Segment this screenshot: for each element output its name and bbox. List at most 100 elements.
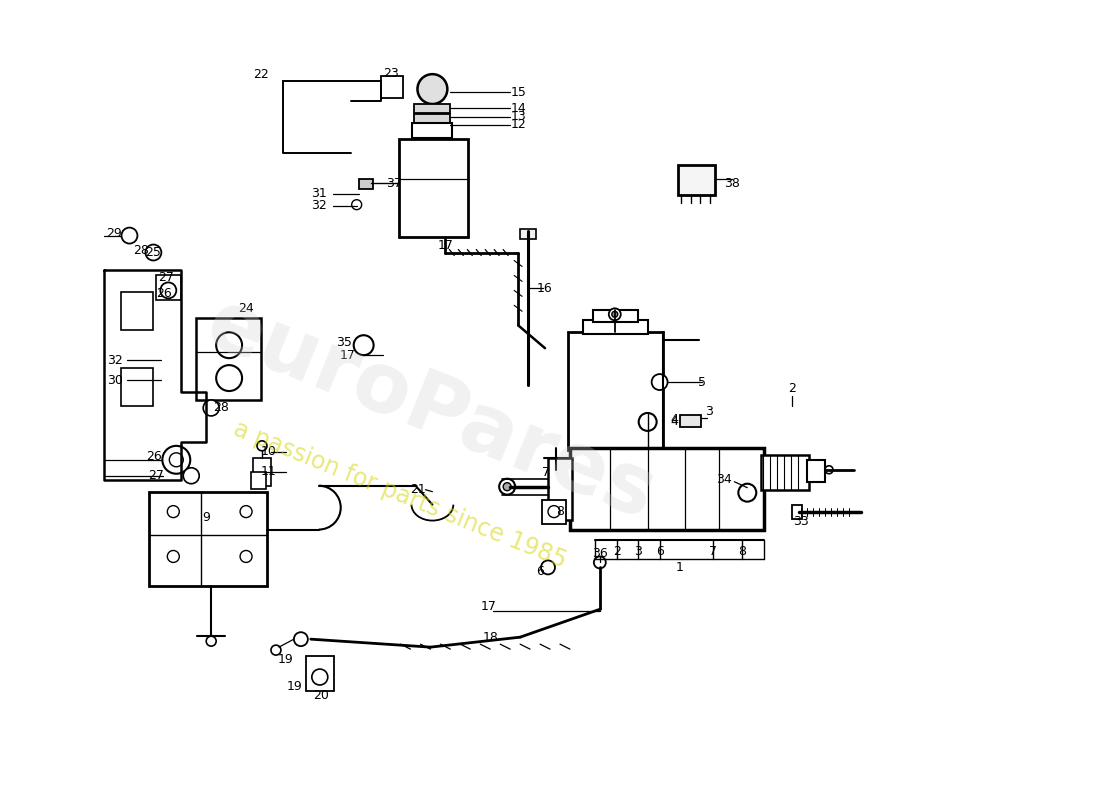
Circle shape <box>167 550 179 562</box>
Bar <box>520 229 536 238</box>
Text: 24: 24 <box>239 302 254 315</box>
Text: 34: 34 <box>716 474 733 486</box>
Bar <box>415 114 450 123</box>
Text: 8: 8 <box>556 505 564 518</box>
Text: 19: 19 <box>278 653 294 666</box>
Text: 4: 4 <box>671 415 679 429</box>
Bar <box>792 505 802 518</box>
Circle shape <box>503 482 512 490</box>
Bar <box>415 104 450 113</box>
Circle shape <box>240 550 252 562</box>
Bar <box>807 460 825 482</box>
Text: 14: 14 <box>510 102 526 114</box>
Circle shape <box>169 453 184 466</box>
Bar <box>253 458 271 486</box>
Bar <box>196 318 261 400</box>
Circle shape <box>541 561 556 574</box>
Text: 12: 12 <box>510 118 526 131</box>
Circle shape <box>204 400 219 416</box>
Text: 23: 23 <box>383 66 398 80</box>
Text: 1: 1 <box>675 561 683 574</box>
Bar <box>761 455 810 490</box>
Bar <box>156 275 182 300</box>
Bar <box>251 472 266 489</box>
Text: 6: 6 <box>656 545 663 558</box>
Circle shape <box>206 636 217 646</box>
Text: a passion for parts since 1985: a passion for parts since 1985 <box>231 417 571 573</box>
Circle shape <box>548 506 560 518</box>
Bar <box>542 500 565 523</box>
Text: 28: 28 <box>213 402 229 414</box>
Text: 32: 32 <box>107 354 122 366</box>
Bar <box>121 368 153 406</box>
Text: 9: 9 <box>202 511 210 524</box>
Circle shape <box>167 506 179 518</box>
Circle shape <box>354 335 374 355</box>
Text: 4: 4 <box>671 414 679 426</box>
Circle shape <box>639 413 657 431</box>
Text: 30: 30 <box>107 374 122 386</box>
Text: 27: 27 <box>148 470 164 482</box>
Circle shape <box>608 308 620 320</box>
Bar <box>583 320 648 334</box>
Circle shape <box>271 645 281 655</box>
Text: 21: 21 <box>410 483 427 496</box>
Text: 27: 27 <box>158 271 174 284</box>
Bar <box>398 139 469 237</box>
Text: euroPares: euroPares <box>194 283 667 537</box>
Circle shape <box>352 200 362 210</box>
Circle shape <box>121 228 138 243</box>
Bar <box>678 165 715 194</box>
Bar <box>680 415 702 427</box>
Text: 3: 3 <box>634 545 641 558</box>
Text: 17: 17 <box>340 349 355 362</box>
Circle shape <box>612 311 618 318</box>
Text: 20: 20 <box>312 690 329 702</box>
Text: 18: 18 <box>482 630 498 644</box>
Circle shape <box>594 557 606 569</box>
Text: 17: 17 <box>481 600 496 613</box>
Bar <box>548 458 572 519</box>
Circle shape <box>825 466 833 474</box>
Circle shape <box>163 446 190 474</box>
Circle shape <box>161 282 176 298</box>
Text: 8: 8 <box>738 545 746 558</box>
Text: 10: 10 <box>261 446 277 458</box>
Text: 33: 33 <box>793 515 808 528</box>
Text: 22: 22 <box>253 68 268 81</box>
Text: 7: 7 <box>710 545 717 558</box>
Text: 26: 26 <box>156 287 173 300</box>
Text: 13: 13 <box>510 110 526 123</box>
Bar <box>359 178 373 189</box>
Circle shape <box>240 506 252 518</box>
Text: 29: 29 <box>106 227 121 240</box>
Text: 36: 36 <box>592 547 607 560</box>
Circle shape <box>145 245 162 261</box>
Circle shape <box>217 365 242 391</box>
Text: 38: 38 <box>725 178 740 190</box>
Text: 2: 2 <box>613 545 620 558</box>
Circle shape <box>257 441 267 451</box>
Circle shape <box>217 332 242 358</box>
Text: 37: 37 <box>386 178 402 190</box>
Text: 17: 17 <box>438 239 453 252</box>
Text: 2: 2 <box>789 382 796 394</box>
Circle shape <box>418 74 448 104</box>
Text: 31: 31 <box>311 187 327 200</box>
Bar <box>570 448 764 530</box>
Bar <box>150 492 267 586</box>
Circle shape <box>184 468 199 484</box>
Text: 19: 19 <box>287 681 303 694</box>
Text: 16: 16 <box>537 282 553 295</box>
Text: 26: 26 <box>146 450 163 463</box>
Text: 28: 28 <box>133 244 150 257</box>
Circle shape <box>311 669 328 685</box>
Bar <box>412 123 452 138</box>
Text: 3: 3 <box>705 406 714 418</box>
Text: 11: 11 <box>261 466 277 478</box>
Circle shape <box>499 478 515 494</box>
Bar <box>121 292 153 330</box>
Text: 35: 35 <box>336 336 352 349</box>
Text: 7: 7 <box>542 466 550 479</box>
Circle shape <box>738 484 757 502</box>
